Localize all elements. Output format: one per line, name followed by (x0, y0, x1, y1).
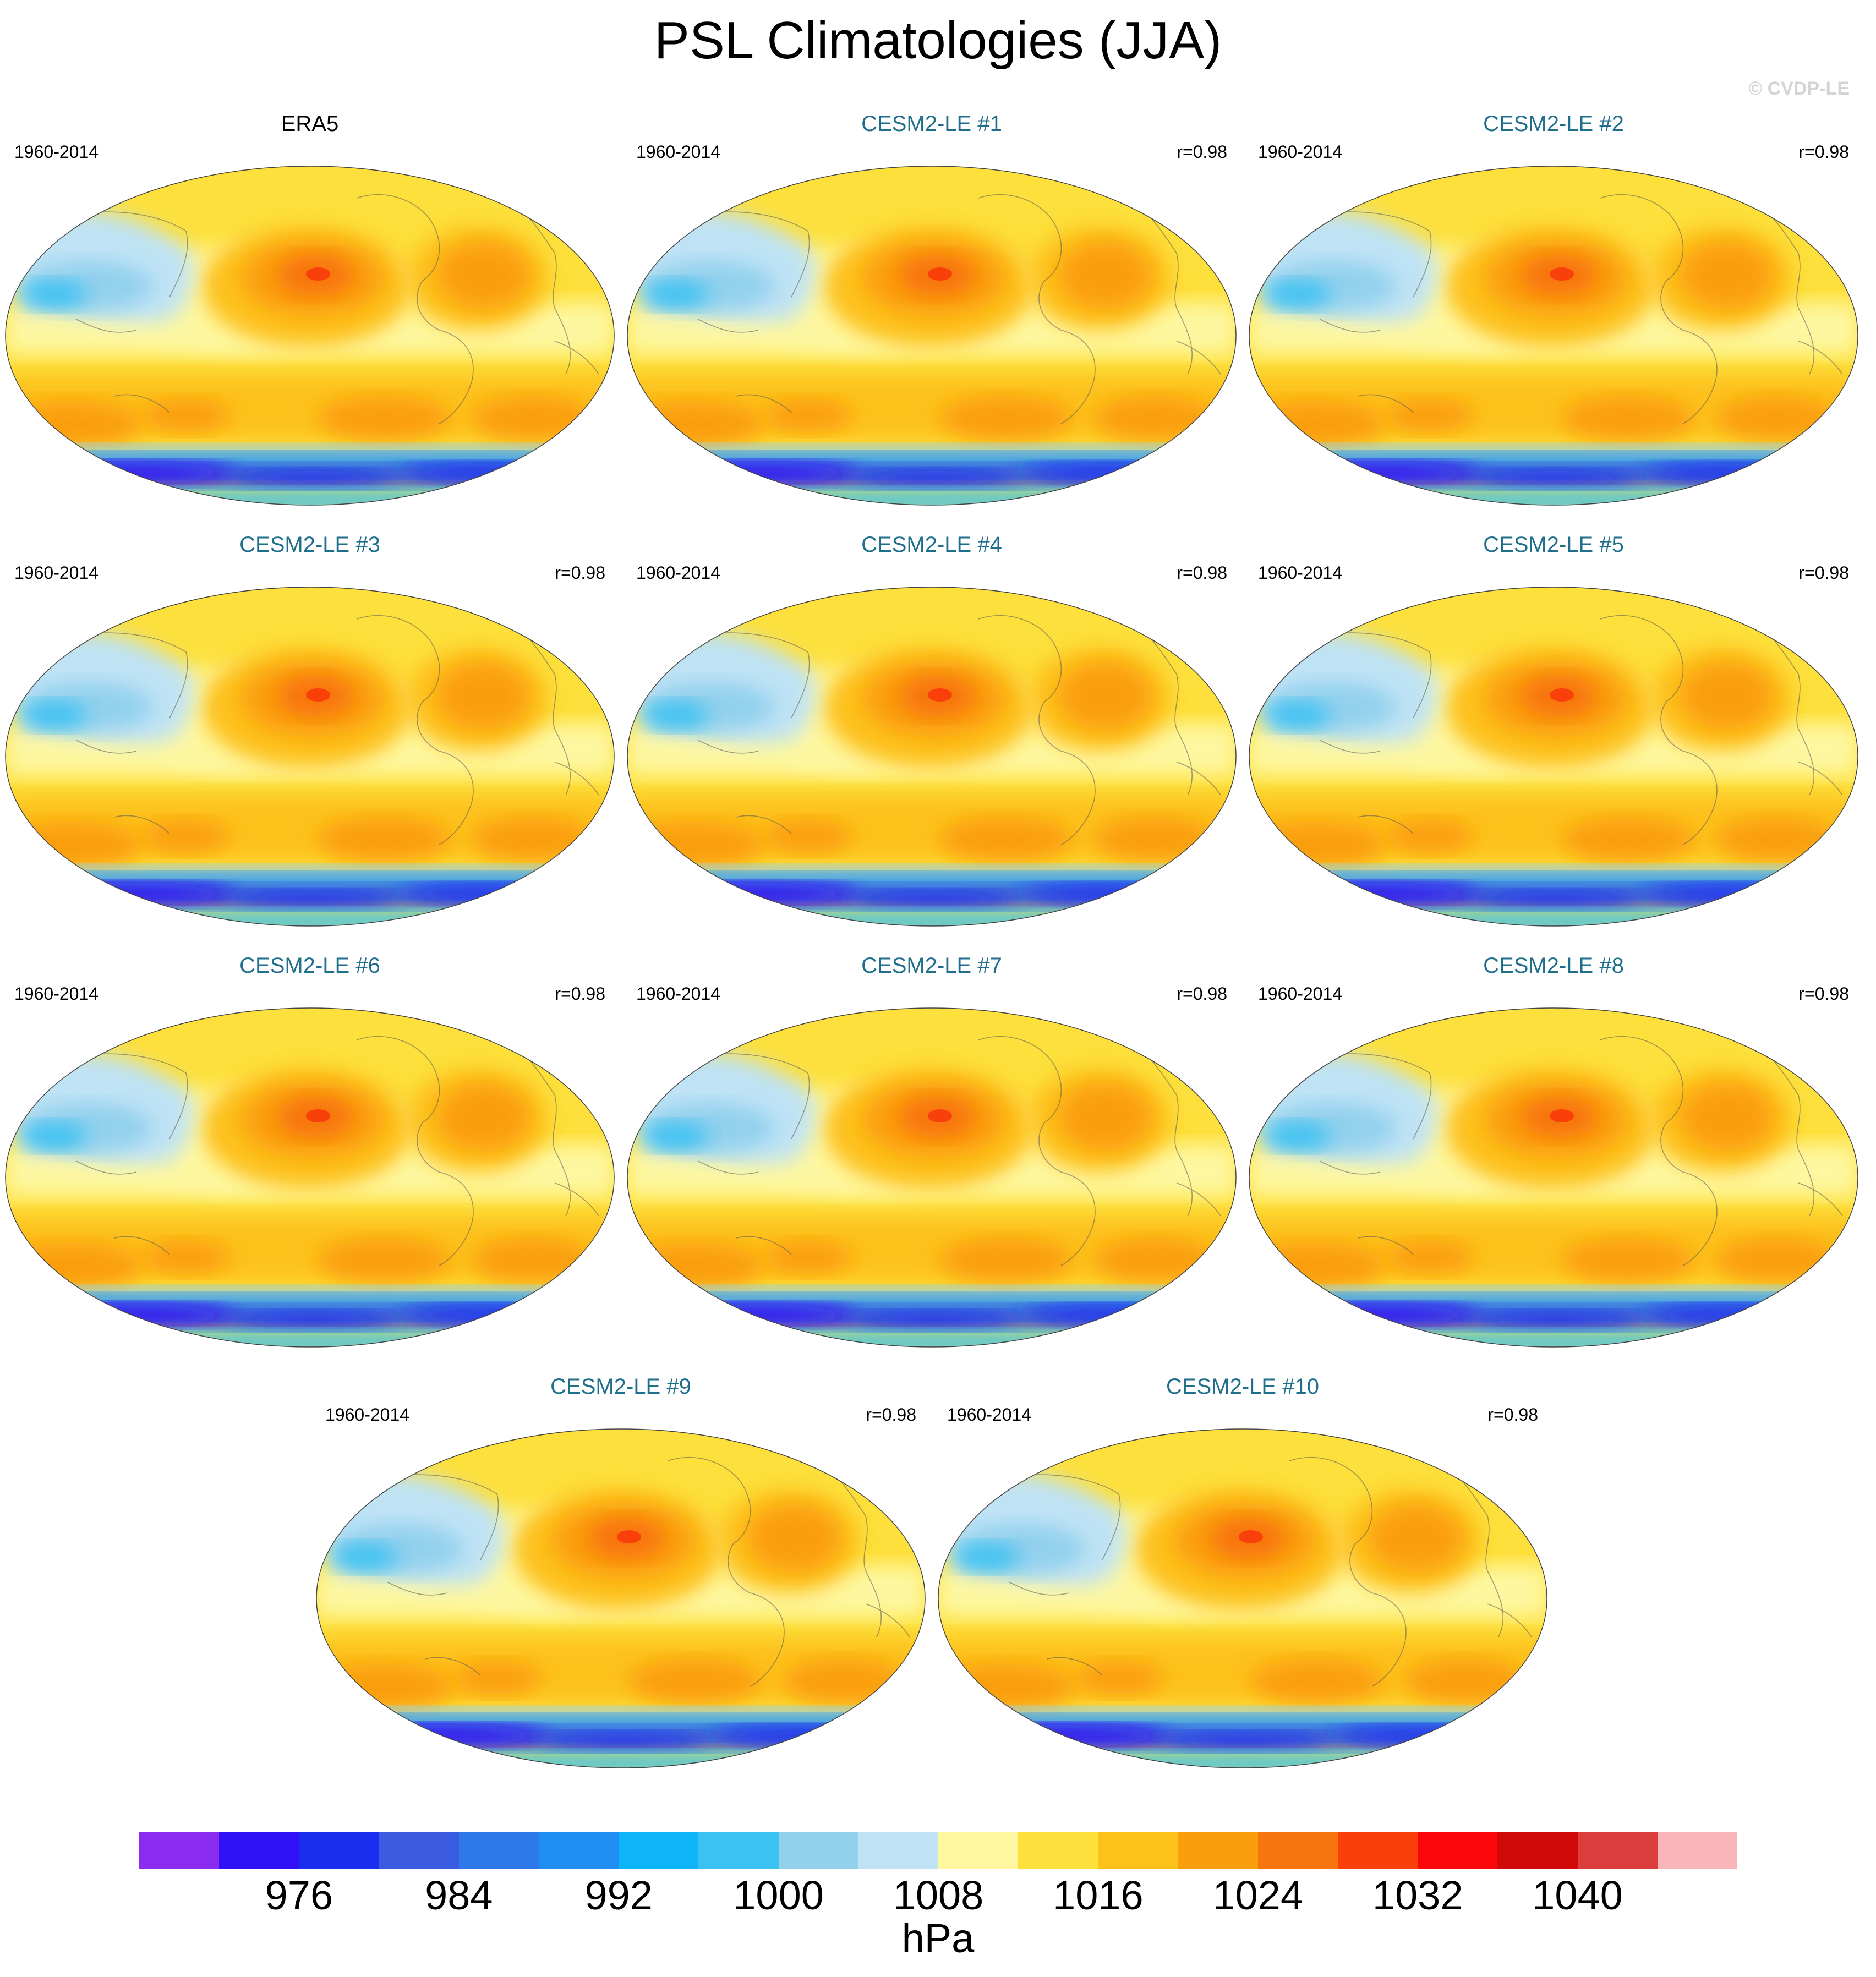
colorbar-tick-label: 992 (584, 1872, 653, 1918)
panel-period: 1960-2014 (14, 142, 99, 162)
colorbar-segment (458, 1832, 539, 1869)
colorbar-segment (1018, 1832, 1098, 1869)
panel-title: CESM2-LE #7 (861, 954, 1002, 978)
panel-title: CESM2-LE #9 (550, 1374, 691, 1399)
psl-map (1249, 587, 1858, 927)
figure-title: PSL Climatologies (JJA) (654, 11, 1222, 70)
panel-period: 1960-2014 (14, 984, 99, 1004)
panel-correlation: r=0.98 (1177, 563, 1227, 583)
panel-correlation: r=0.98 (1798, 984, 1849, 1004)
colorbar-tick-label: 1008 (893, 1872, 984, 1918)
panel-period: 1960-2014 (1258, 142, 1343, 162)
map-panel: CESM2-LE #3 1960-2014 r=0.98 (4, 531, 615, 927)
panel-title: CESM2-LE #4 (861, 533, 1002, 557)
map-panel: CESM2-LE #10 1960-2014 r=0.98 (937, 1373, 1548, 1769)
psl-map (316, 1428, 926, 1768)
colorbar-segment (1257, 1832, 1338, 1869)
colorbar-tick-label: 1040 (1532, 1872, 1623, 1918)
psl-map (627, 587, 1237, 927)
panel-title: CESM2-LE #1 (861, 112, 1002, 136)
colorbar-tick-label: 1016 (1053, 1872, 1144, 1918)
colorbar-segment (698, 1832, 779, 1869)
panel-correlation: r=0.98 (1177, 142, 1227, 162)
panel-correlation: r=0.98 (1177, 984, 1227, 1004)
panel-correlation: r=0.98 (555, 984, 605, 1004)
colorbar-segment (1178, 1832, 1259, 1869)
map-panel: CESM2-LE #8 1960-2014 r=0.98 (1248, 952, 1859, 1348)
colorbar-segment (1418, 1832, 1498, 1869)
colorbar (139, 1832, 1738, 1869)
panel-correlation: r=0.98 (1487, 1405, 1538, 1425)
map-panel: CESM2-LE #9 1960-2014 r=0.98 (315, 1373, 926, 1769)
colorbar-tick-label: 984 (425, 1872, 493, 1918)
map-panel: CESM2-LE #6 1960-2014 r=0.98 (4, 952, 615, 1348)
panel-period: 1960-2014 (1258, 984, 1343, 1004)
map-panel: CESM2-LE #7 1960-2014 r=0.98 (626, 952, 1237, 1348)
colorbar-unit: hPa (901, 1915, 975, 1961)
psl-map (5, 166, 615, 506)
colorbar-segment (619, 1832, 699, 1869)
colorbar-tick-label: 1032 (1372, 1872, 1463, 1918)
panel-title: CESM2-LE #5 (1483, 533, 1624, 557)
panel-correlation: r=0.98 (1798, 563, 1849, 583)
colorbar-segment (139, 1832, 220, 1869)
psl-map (1249, 1007, 1858, 1348)
panel-period: 1960-2014 (636, 563, 721, 583)
map-panel: CESM2-LE #4 1960-2014 r=0.98 (626, 531, 1237, 927)
panel-correlation: r=0.98 (555, 563, 605, 583)
watermark: © CVDP-LE (1748, 78, 1850, 99)
panel-title: CESM2-LE #2 (1483, 112, 1624, 136)
map-panel: ERA5 1960-2014 (4, 110, 615, 506)
psl-map (938, 1428, 1547, 1768)
panel-period: 1960-2014 (636, 984, 721, 1004)
panel-period: 1960-2014 (947, 1405, 1032, 1425)
map-panel: CESM2-LE #1 1960-2014 r=0.98 (626, 110, 1237, 506)
panel-title: CESM2-LE #3 (239, 533, 380, 557)
panel-period: 1960-2014 (636, 142, 721, 162)
panel-title: ERA5 (281, 112, 339, 136)
psl-map (1249, 166, 1858, 506)
map-panel: CESM2-LE #5 1960-2014 r=0.98 (1248, 531, 1859, 927)
colorbar-segment (938, 1832, 1019, 1869)
colorbar-segment (299, 1832, 380, 1869)
colorbar-tick-label: 1024 (1212, 1872, 1304, 1918)
panel-title: CESM2-LE #6 (239, 954, 380, 978)
panel-title: CESM2-LE #8 (1483, 954, 1624, 978)
panel-correlation: r=0.98 (1798, 142, 1849, 162)
panel-period: 1960-2014 (1258, 563, 1343, 583)
psl-map (627, 166, 1237, 506)
psl-map (627, 1007, 1237, 1348)
colorbar-segment (858, 1832, 939, 1869)
colorbar-segment (778, 1832, 859, 1869)
colorbar-segment (219, 1832, 299, 1869)
map-panel: CESM2-LE #2 1960-2014 r=0.98 (1248, 110, 1859, 506)
panel-period: 1960-2014 (325, 1405, 410, 1425)
colorbar-segment (1338, 1832, 1418, 1869)
colorbar-segment (379, 1832, 460, 1869)
colorbar-segment (539, 1832, 619, 1869)
psl-map (5, 587, 615, 927)
colorbar-tick-label: 1000 (733, 1872, 824, 1918)
colorbar-segment (1577, 1832, 1658, 1869)
panel-correlation: r=0.98 (866, 1405, 916, 1425)
colorbar-segment (1098, 1832, 1179, 1869)
colorbar-tick-label: 976 (265, 1872, 333, 1918)
colorbar-segment (1497, 1832, 1578, 1869)
colorbar-segment (1657, 1832, 1738, 1869)
psl-map (5, 1007, 615, 1348)
panel-title: CESM2-LE #10 (1166, 1374, 1319, 1399)
panel-period: 1960-2014 (14, 563, 99, 583)
